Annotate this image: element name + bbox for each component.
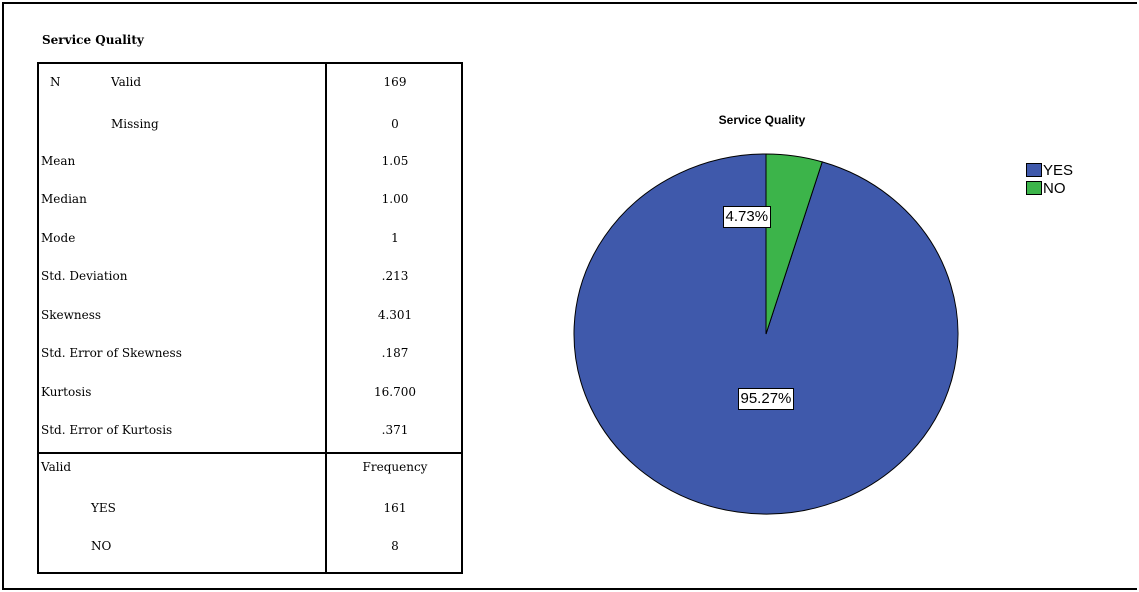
section-divider: [39, 452, 461, 454]
row-value-skewness: 4.301: [377, 308, 413, 322]
table-title: Service Quality: [42, 33, 144, 47]
legend-label-yes: YES: [1043, 161, 1074, 179]
slice-label-no: 4.73%: [722, 206, 772, 228]
row-value-valid: 169: [383, 75, 407, 89]
row-value-kurtosis: 16.700: [374, 385, 416, 399]
pie-slice-no: [765, 153, 823, 335]
row-label-median: Median: [41, 192, 87, 206]
legend-item-no: NO: [1026, 179, 1073, 197]
freq-label-no: NO: [91, 539, 112, 553]
slice-label-yes: 95.27%: [737, 388, 795, 410]
row-label-kurtosis: Kurtosis: [41, 385, 92, 399]
statistics-table: N Valid 169 Missing 0 Mean 1.05 Median 1…: [37, 62, 463, 574]
chart-title: Service Quality: [718, 113, 806, 127]
row-label-valid: Valid: [111, 75, 142, 89]
chart-legend: YES NO: [1026, 161, 1073, 197]
row-value-mode: 1: [391, 231, 399, 245]
freq-header-value: Frequency: [362, 460, 428, 474]
column-divider: [325, 64, 327, 572]
row-label-se-skewness: Std. Error of Skewness: [41, 346, 182, 360]
row-value-missing: 0: [391, 117, 399, 131]
row-label-missing: Missing: [111, 117, 159, 131]
freq-value-yes: 161: [383, 501, 407, 515]
row-value-median: 1.00: [381, 192, 409, 206]
row-label-mode: Mode: [41, 231, 76, 245]
freq-value-no: 8: [391, 539, 399, 553]
row-label-mean: Mean: [41, 154, 76, 168]
legend-swatch-no: [1026, 181, 1042, 195]
row-label-std-deviation: Std. Deviation: [41, 269, 128, 283]
freq-header-label: Valid: [41, 460, 72, 474]
legend-item-yes: YES: [1026, 161, 1073, 179]
legend-swatch-yes: [1026, 163, 1042, 177]
row-label-se-kurtosis: Std. Error of Kurtosis: [41, 423, 173, 437]
row-value-se-kurtosis: .371: [381, 423, 409, 437]
row-value-mean: 1.05: [381, 154, 409, 168]
row-label-skewness: Skewness: [41, 308, 102, 322]
row-label-n: N: [50, 75, 61, 89]
freq-label-yes: YES: [91, 501, 116, 515]
row-value-se-skewness: .187: [381, 346, 409, 360]
legend-label-no: NO: [1043, 179, 1066, 197]
row-value-std-deviation: .213: [381, 269, 409, 283]
